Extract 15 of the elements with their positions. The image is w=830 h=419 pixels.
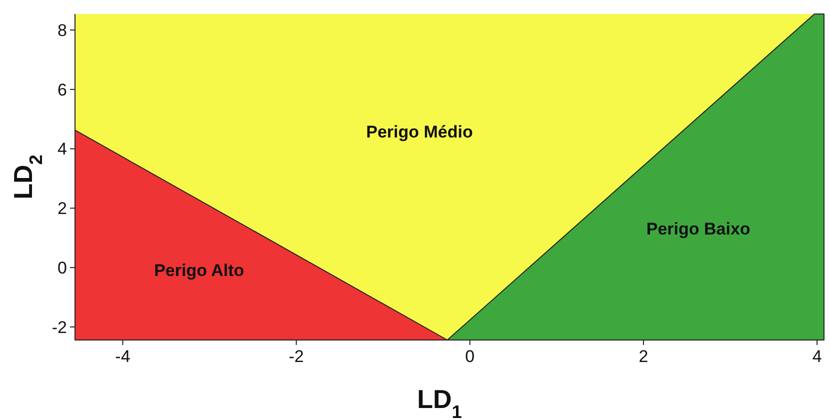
series-label: Perigo Alto	[154, 260, 244, 280]
y-tick-label: 0	[58, 258, 67, 278]
x-tick-label: 2	[638, 347, 648, 366]
x-tick-label: -2	[288, 347, 304, 366]
y-tick-label: 2	[58, 199, 67, 218]
x-tick-label: 4	[812, 347, 822, 366]
x-tick-label: 0	[465, 347, 475, 366]
y-tick-label: -2	[52, 318, 67, 337]
series-label: Perigo Baixo	[646, 220, 750, 239]
x-tick-label: -4	[115, 347, 130, 366]
y-tick-label: 6	[58, 80, 67, 100]
band-label: Perigo Médio	[366, 122, 473, 142]
x-axis-title: LD$_{1}$	[417, 384, 462, 419]
y-tick-label: 8	[58, 20, 67, 40]
y-tick-label: 4	[58, 140, 67, 159]
